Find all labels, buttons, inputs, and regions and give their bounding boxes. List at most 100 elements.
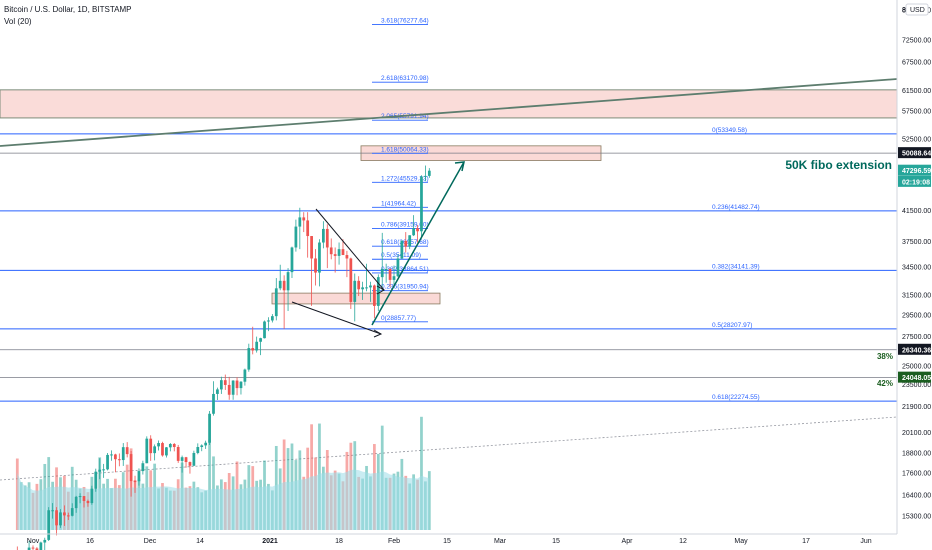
x-tick-label: Dec [144, 538, 157, 545]
candle-body [341, 249, 345, 256]
candle-body [59, 512, 62, 526]
candle-body [302, 217, 306, 221]
candle-body [102, 469, 106, 471]
candle-body [153, 446, 157, 454]
candle-body [255, 341, 259, 351]
percent-38-label: 38% [877, 352, 893, 361]
candle-body [133, 481, 137, 483]
candle-body [172, 443, 176, 448]
candle-body [274, 288, 278, 317]
candle-body [188, 462, 192, 466]
x-tick-label: 18 [335, 538, 343, 545]
y-tick-label: 18800.00 [902, 450, 931, 457]
candle-body [286, 272, 290, 291]
price-tag-label: 02:19:08 [902, 179, 930, 186]
price-tag [898, 343, 931, 355]
candle-body [184, 457, 188, 463]
candle-body [168, 443, 172, 448]
y-tick-label: 61500.00 [902, 88, 931, 95]
candle-body [263, 321, 266, 339]
candle-body [282, 280, 286, 291]
candle-body [149, 438, 153, 454]
candle-body [78, 496, 82, 498]
x-tick-label: 17 [802, 538, 810, 545]
y-tick-label: 21900.00 [902, 404, 931, 411]
candle-body [129, 454, 133, 482]
candle-body [161, 443, 164, 456]
y-tick-label: 17600.00 [902, 471, 931, 478]
candle-body [125, 447, 129, 455]
candle-body [404, 240, 408, 247]
wedge-lower-line [291, 301, 382, 335]
candle-body [31, 547, 35, 549]
candle-body [137, 471, 141, 482]
percent-42-label: 42% [877, 379, 893, 388]
currency-button[interactable] [905, 3, 929, 16]
candle-body [333, 254, 337, 256]
wedge-arrowhead-bottom [373, 329, 383, 338]
fib-short-label: 1.272(45529.33) [381, 175, 429, 182]
candle-body [278, 280, 282, 289]
candle-body [408, 235, 412, 247]
candle-body [412, 228, 415, 236]
candle-body [420, 176, 423, 232]
price-tag-label: 50088.64 [902, 151, 931, 158]
candle-body [35, 548, 39, 550]
candle-body [51, 510, 54, 512]
candle-body [388, 268, 392, 280]
fib-short-label: 0.382(33864.51) [381, 266, 429, 273]
dotted-trendline [0, 416, 898, 481]
price-axis-top-value: 8 [902, 7, 906, 14]
candle-body [196, 447, 200, 453]
candle-body [43, 539, 47, 543]
candle-body [345, 255, 349, 259]
y-tick-label: 31500.00 [902, 293, 931, 300]
candle-body [306, 220, 310, 237]
fib-short-label: 1.618(50064.33) [381, 146, 429, 153]
candle-body [204, 442, 208, 446]
candle-body [110, 454, 113, 456]
candle-body [239, 381, 243, 389]
price-tag-label: 26340.36 [902, 347, 931, 354]
fib-short-label: 1(41964.42) [381, 200, 416, 207]
volume-ma-area [17, 469, 430, 530]
candle-body [216, 389, 219, 394]
fib-long-label: 0.618(22274.55) [712, 394, 760, 401]
candle-body [376, 277, 380, 306]
y-tick-label: 72500.00 [902, 38, 931, 45]
volume-bar [208, 439, 211, 530]
candle-body [98, 469, 102, 472]
candle-body [298, 217, 302, 227]
candle-body [318, 242, 321, 273]
candle-body [82, 496, 86, 501]
volume-indicator-label[interactable]: Vol (20) [4, 17, 32, 26]
candle-body [47, 510, 51, 540]
breakout-arrow-line [371, 161, 465, 326]
fib-short-label: 2.618(63170.98) [381, 75, 429, 82]
price-tag [898, 164, 931, 176]
candle-body [227, 384, 231, 395]
y-tick-label: 20100.00 [902, 430, 931, 437]
candle-body [329, 247, 333, 255]
wedge-upper-line [315, 208, 385, 291]
candle-body [74, 496, 78, 509]
x-tick-label: 15 [443, 538, 451, 545]
price-tag [898, 175, 931, 187]
volume-bar [420, 416, 423, 530]
candle-body [180, 457, 184, 461]
ascending-trendline [0, 78, 898, 147]
candle-body [267, 320, 270, 322]
candle-body [223, 380, 227, 385]
candle-body [294, 226, 298, 248]
price-tag [898, 371, 931, 383]
price-tag [898, 147, 931, 159]
candle-body [400, 240, 404, 259]
y-tick-label: 15300.00 [902, 514, 931, 521]
y-tick-label: 52500.00 [902, 136, 931, 143]
x-tick-label: Mar [494, 538, 507, 545]
candle-body [259, 338, 262, 342]
candle-body [94, 471, 98, 489]
candle-body [231, 380, 235, 395]
resistance-zone [0, 89, 898, 119]
fib-long-label: 0(53349.58) [712, 127, 747, 134]
